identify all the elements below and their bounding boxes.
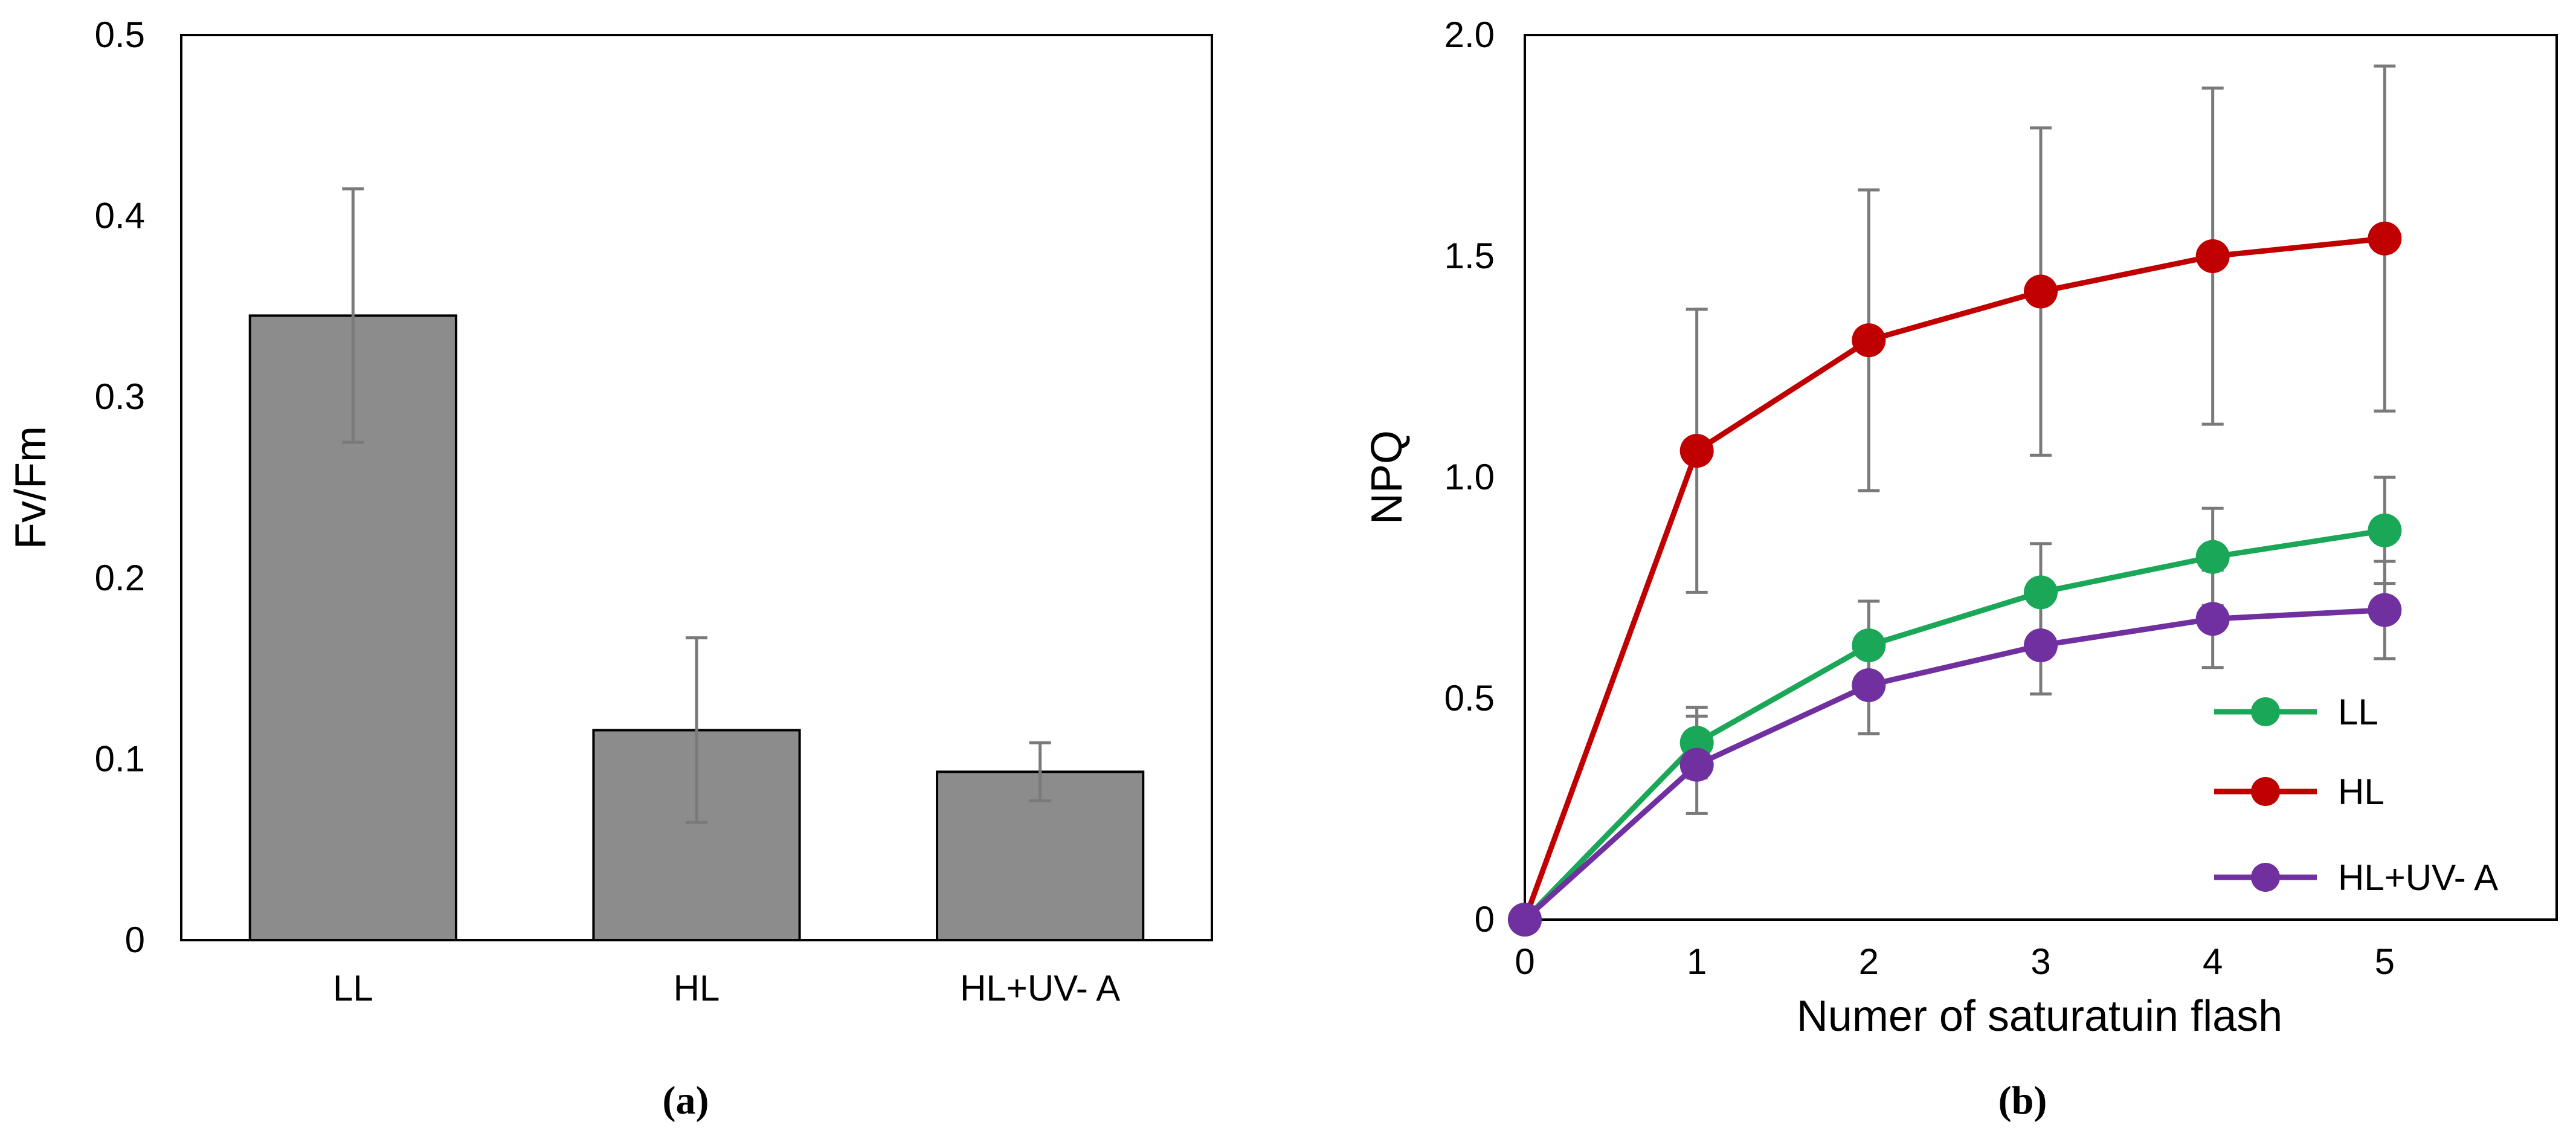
series-hl-uv-a-point [2195,602,2230,636]
bar-chart-panel: 0 0.1 0.2 0.3 0.4 0.5 LL HL HL+UV- A Fv/Fm (a) [7,15,1213,1123]
series-hl-point [1852,323,1886,358]
legend-ll-marker [2251,697,2280,726]
line-chart-x-tick-label: 2 [1859,941,1879,982]
line-chart-x-tick-label: 0 [1515,941,1534,982]
series-ll-line [1522,527,2386,922]
series-hl-uv-a-point [1852,668,1886,703]
line-chart-plot-frame [1524,34,2558,921]
series-hl-point [1679,434,1714,468]
legend-hl-marker [2251,777,2280,806]
series-hl-point [2368,221,2402,256]
line-chart-y-axis-title: NPQ [1363,430,1411,524]
legend-hl-uv-a-marker [2251,863,2280,892]
series-ll-point [2368,513,2402,547]
series-hl-uv-a-point [2368,593,2402,627]
line-chart-y-tick-label: 1.5 [1444,236,1495,276]
bar-chart-caption: (a) [663,1079,709,1123]
series-hl-uv-a-point [1508,903,1542,937]
bar-chart-x-tick-label: HL+UV- A [960,968,1120,1008]
series-hl-point [2195,239,2230,273]
bar-chart-x-tick-label: HL [674,968,720,1008]
line-chart-y-tick-label: 0 [1475,899,1495,940]
line-chart-caption: (b) [1998,1079,2047,1123]
line-chart-x-axis-title: Numer of saturatuin flash [1797,992,2282,1040]
bar-chart-y-tick-label: 0.2 [95,558,145,598]
line-chart-x-tick-label: 3 [2030,941,2050,982]
line-chart-x-tick-label: 5 [2375,941,2395,982]
bar-chart-y-tick-label: 0.4 [95,196,145,236]
legend-ll-label: LL [2338,692,2378,732]
series-hl-uv-a-line [1522,607,2385,922]
series-hl-point [2024,274,2058,309]
series-hl-uv-a-point [2024,628,2058,663]
line-chart-y-tick-label: 0.5 [1444,678,1495,718]
bar-chart-x-tick-label: LL [333,968,373,1008]
bar-chart-y-axis-title: Fv/Fm [7,426,55,549]
line-chart-y-tick-label: 2.0 [1444,15,1495,55]
bar-chart-y-tick-label: 0.5 [95,15,145,55]
series-ll-point [2024,575,2058,610]
series-ll-point [2195,540,2230,574]
line-chart-x-tick-label: 4 [2203,941,2223,982]
line-chart-y-tick-label: 1.0 [1444,457,1495,497]
line-chart-x-tick-label: 1 [1687,941,1707,982]
bar-chart-y-tick-label: 0 [125,920,145,960]
bar-hl-uv-a [936,770,1145,941]
series-hl-line [1522,236,2385,921]
legend-hl-label: HL [2338,772,2384,812]
bar-chart-y-tick-label: 0.1 [95,738,145,779]
series-ll-point [1852,628,1886,663]
legend-hl-uv-a-label: HL+UV- A [2338,857,2498,898]
series-hl-uv-a-point [1679,747,1714,782]
bar-chart-y-tick-label: 0.3 [95,376,145,417]
line-chart-panel: 0 0.5 1.0 1.5 2.0 0 1 2 3 4 5 LL HL HL+UV- A NPQ Nu… [1363,15,2558,1123]
